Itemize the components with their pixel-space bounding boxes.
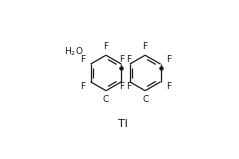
Text: F: F	[126, 82, 132, 91]
Text: F: F	[80, 55, 86, 64]
Text: C: C	[103, 95, 109, 104]
Text: F: F	[166, 82, 171, 91]
Text: Tl: Tl	[118, 119, 127, 129]
Text: F: F	[120, 82, 125, 91]
Text: C: C	[142, 95, 148, 104]
Text: F: F	[166, 55, 171, 64]
Text: F: F	[103, 42, 109, 51]
Text: H$_2$O: H$_2$O	[64, 45, 83, 58]
Text: F: F	[143, 42, 148, 51]
Text: F: F	[80, 82, 86, 91]
Text: F: F	[126, 55, 132, 64]
Text: F: F	[120, 55, 125, 64]
